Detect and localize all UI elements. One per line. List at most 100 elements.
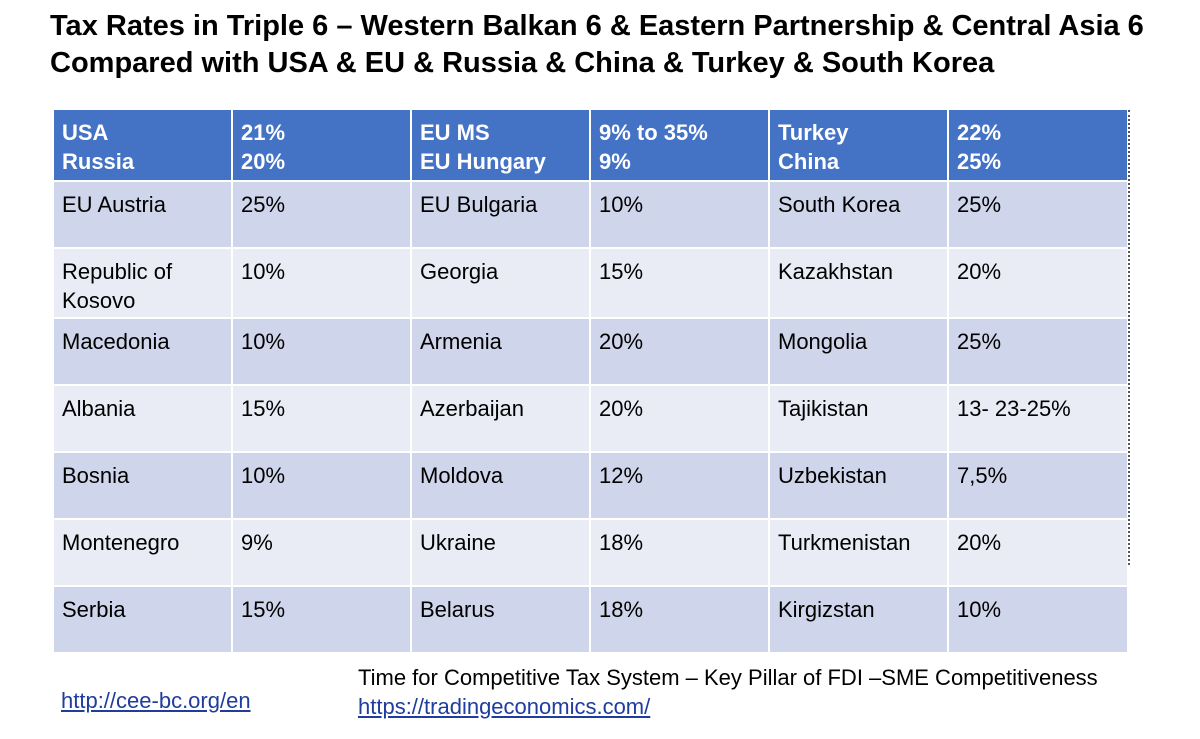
cell-text: Kirgizstan	[778, 597, 875, 622]
country-cell: Serbia	[52, 585, 233, 654]
cell-text: 10%	[599, 192, 644, 217]
cell-text: 25%	[957, 329, 1002, 354]
footer-note: Time for Competitive Tax System – Key Pi…	[358, 665, 1098, 690]
table-row: Montenegro 9% Ukraine 18% Turkmenistan 20%	[52, 518, 1129, 587]
header-cell-line: 21%	[241, 120, 286, 145]
cell-text: 12%	[599, 463, 644, 488]
cell-text: Mongolia	[778, 329, 868, 354]
cell-text: 10%	[241, 463, 286, 488]
table-row: Republic of Kosovo 10% Georgia 15% Kazakhstan…	[52, 247, 1129, 319]
country-cell: Republic of Kosovo	[52, 247, 233, 319]
tax-rate-cell: 15%	[589, 247, 770, 319]
header-cell: EU MS EU Hungary	[410, 108, 591, 182]
cell-text: 15%	[599, 259, 644, 284]
country-cell: Kirgizstan	[768, 585, 949, 654]
cell-text: 20%	[599, 329, 644, 354]
cell-text: Tajikistan	[778, 396, 869, 421]
header-cell-line: China	[778, 149, 840, 174]
cell-text: Belarus	[420, 597, 495, 622]
cell-text: Uzbekistan	[778, 463, 887, 488]
country-cell: Armenia	[410, 317, 591, 386]
tax-rate-cell: 25%	[231, 180, 412, 249]
tax-rate-cell: 15%	[231, 384, 412, 453]
tax-rate-cell: 9%	[231, 518, 412, 587]
tradingeconomics-link[interactable]: https://tradingeconomics.com/	[358, 694, 651, 719]
header-cell: 21% 20%	[231, 108, 412, 182]
cell-text: Ukraine	[420, 530, 496, 555]
country-cell: Uzbekistan	[768, 451, 949, 520]
cell-text: Albania	[62, 396, 136, 421]
country-cell: Belarus	[410, 585, 591, 654]
table-header-row: USA Russia 21% 20% EU MS EU Hungary 9% to 35% 9…	[52, 108, 1129, 182]
country-cell: Albania	[52, 384, 233, 453]
table-row: Bosnia 10% Moldova 12% Uzbekistan 7,5%	[52, 451, 1129, 520]
country-cell: Georgia	[410, 247, 591, 319]
tax-rate-cell: 13- 23-25%	[947, 384, 1129, 453]
cell-text: EU Bulgaria	[420, 192, 538, 217]
country-cell: Kazakhstan	[768, 247, 949, 319]
page-title: Tax Rates in Triple 6 – Western Balkan 6…	[50, 8, 1144, 82]
cell-text: 13- 23-25%	[957, 396, 1071, 421]
header-cell: USA Russia	[52, 108, 233, 182]
tax-rate-cell: 10%	[589, 180, 770, 249]
cell-text: Moldova	[420, 463, 504, 488]
table-row: Macedonia 10% Armenia 20% Mongolia 25%	[52, 317, 1129, 386]
table-edge-divider	[1128, 110, 1130, 565]
table-row: Serbia 15% Belarus 18% Kirgizstan 10%	[52, 585, 1129, 654]
cell-text: South Korea	[778, 192, 901, 217]
country-cell: Azerbaijan	[410, 384, 591, 453]
country-cell: Tajikistan	[768, 384, 949, 453]
tax-rate-cell: 7,5%	[947, 451, 1129, 520]
tax-rate-cell: 25%	[947, 317, 1129, 386]
header-cell-line: Turkey	[778, 120, 849, 145]
country-cell: Mongolia	[768, 317, 949, 386]
cell-text: Turkmenistan	[778, 530, 911, 555]
country-cell: Montenegro	[52, 518, 233, 587]
tax-rate-cell: 15%	[231, 585, 412, 654]
cell-text: Kosovo	[62, 288, 136, 313]
tax-rate-cell: 10%	[231, 451, 412, 520]
cell-text: 10%	[241, 259, 286, 284]
table-row: Albania 15% Azerbaijan 20% Tajikistan 13- 23-…	[52, 384, 1129, 453]
cell-text: Armenia	[420, 329, 502, 354]
tax-rate-cell: 25%	[947, 180, 1129, 249]
cell-text: 10%	[957, 597, 1002, 622]
header-cell: 22% 25%	[947, 108, 1129, 182]
cell-text: 25%	[957, 192, 1002, 217]
header-cell-line: 22%	[957, 120, 1002, 145]
header-cell-line: 9% to 35%	[599, 120, 708, 145]
title-line-1: Tax Rates in Triple 6 – Western Balkan 6…	[50, 10, 1144, 42]
cell-text: 7,5%	[957, 463, 1008, 488]
cee-bc-link[interactable]: http://cee-bc.org/en	[61, 688, 251, 713]
cell-text: Georgia	[420, 259, 499, 284]
tax-rate-cell: 10%	[231, 247, 412, 319]
header-cell-line: EU Hungary	[420, 149, 546, 174]
header-cell-line: EU MS	[420, 120, 490, 145]
cell-text: 20%	[957, 259, 1002, 284]
cell-text: 9%	[241, 530, 273, 555]
title-line-2: Compared with USA & EU & Russia & China …	[50, 47, 995, 79]
country-cell: South Korea	[768, 180, 949, 249]
tax-rate-cell: 18%	[589, 518, 770, 587]
country-cell: EU Austria	[52, 180, 233, 249]
cell-text: Bosnia	[62, 463, 130, 488]
cell-text: Macedonia	[62, 329, 170, 354]
tax-rate-cell: 18%	[589, 585, 770, 654]
cell-text: Montenegro	[62, 530, 180, 555]
cell-text: 18%	[599, 530, 644, 555]
cell-text: 20%	[957, 530, 1002, 555]
cell-text: 18%	[599, 597, 644, 622]
country-cell: Moldova	[410, 451, 591, 520]
table-row: EU Austria 25% EU Bulgaria 10% South Korea 25…	[52, 180, 1129, 249]
cell-text: 15%	[241, 597, 286, 622]
header-cell-line: Russia	[62, 149, 135, 174]
cell-text: Republic of	[62, 259, 173, 284]
cell-text: 10%	[241, 329, 286, 354]
tax-rate-cell: 20%	[589, 384, 770, 453]
tax-rate-cell: 10%	[947, 585, 1129, 654]
table-body: EU Austria 25% EU Bulgaria 10% South Korea 25…	[52, 180, 1129, 654]
country-cell: Ukraine	[410, 518, 591, 587]
cell-text: EU Austria	[62, 192, 166, 217]
header-cell: 9% to 35% 9%	[589, 108, 770, 182]
country-cell: Macedonia	[52, 317, 233, 386]
